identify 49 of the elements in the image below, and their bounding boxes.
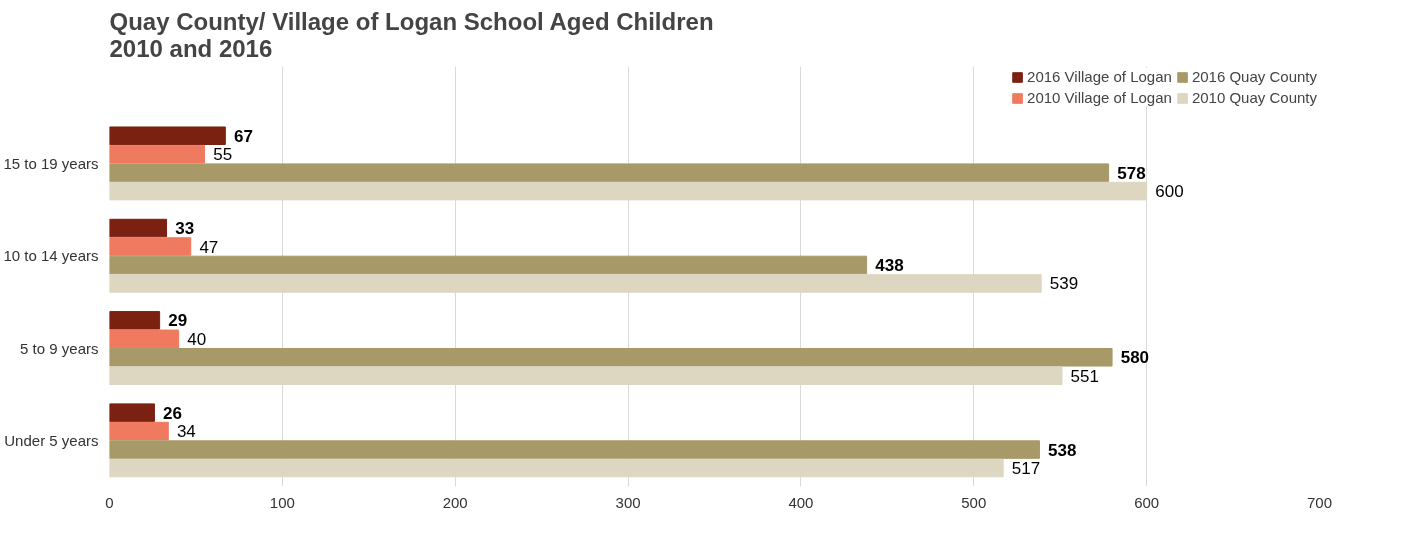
legend-label: 2010 Village of Logan [1027,89,1172,106]
bar [109,421,169,441]
x-tick-label: 700 [1306,493,1333,511]
bar [109,403,155,422]
bar [109,274,1042,293]
chart-title: Quay County/ Village of Logan School Aged Children 2010 and 2016 [109,7,714,62]
x-tick-label: 0 [105,493,114,511]
data-label: 26 [163,403,183,423]
data-label: 29 [168,311,188,331]
data-label: 34 [176,422,196,442]
bar [109,126,226,145]
data-label: 580 [1120,348,1150,368]
bar [109,440,1040,459]
data-label: 67 [233,126,253,146]
x-tick-label: 300 [615,493,641,511]
bar [109,366,1063,385]
data-label: 578 [1117,163,1146,183]
x-tick-label: 100 [269,493,295,511]
y-tick-label: 5 to 9 years [20,339,99,357]
data-label: 40 [187,329,207,349]
bar [109,348,1113,367]
y-tick-label: Under 5 years [4,431,99,449]
bar [109,329,180,349]
y-tick-label: 10 to 14 years [3,247,99,265]
bar [109,458,1004,478]
bar [109,218,168,238]
data-label: 600 [1155,182,1184,202]
data-label: 55 [213,145,233,165]
data-label: 33 [175,219,195,239]
data-label: 551 [1070,366,1099,386]
data-label: 517 [1011,459,1041,479]
bar [109,255,868,275]
x-tick-label: 500 [961,493,987,511]
data-label: 438 [875,255,904,275]
x-tick-label: 200 [442,493,468,511]
data-label: 47 [199,237,219,257]
data-label: 539 [1049,274,1079,294]
legend-label: 2010 Quay County [1191,89,1317,106]
bar [109,237,192,256]
y-tick-label: 15 to 19 years [3,154,99,172]
bar [109,311,161,330]
bar [109,181,1148,201]
data-label: 538 [1048,440,1077,460]
bar [109,163,1110,182]
bar [109,144,206,164]
x-tick-label: 600 [1134,493,1160,511]
legend-label: 2016 Village of Logan [1027,68,1172,85]
legend-label: 2016 Quay County [1191,68,1317,85]
x-tick-label: 400 [788,493,814,511]
